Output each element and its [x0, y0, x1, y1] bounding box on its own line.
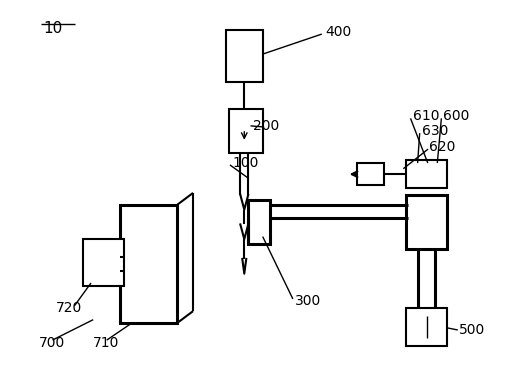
Text: 600: 600: [443, 109, 470, 123]
Bar: [357, 163, 384, 185]
Text: 200: 200: [253, 119, 279, 133]
Text: 720: 720: [56, 301, 83, 315]
Bar: [120, 205, 177, 323]
Text: 400: 400: [325, 25, 351, 39]
Text: 710: 710: [93, 335, 119, 350]
Bar: [83, 239, 124, 286]
Text: 300: 300: [295, 294, 321, 308]
Text: 620: 620: [430, 140, 456, 154]
Bar: [406, 308, 447, 346]
Bar: [406, 160, 447, 188]
Text: 500: 500: [459, 323, 485, 337]
Bar: [248, 200, 270, 244]
Text: 10: 10: [43, 21, 63, 36]
Bar: [226, 30, 263, 82]
Bar: [406, 195, 447, 249]
Bar: [228, 109, 263, 153]
Text: 100: 100: [232, 156, 259, 170]
Text: 700: 700: [38, 335, 65, 350]
Text: 610: 610: [413, 109, 439, 123]
Text: 630: 630: [422, 124, 448, 138]
